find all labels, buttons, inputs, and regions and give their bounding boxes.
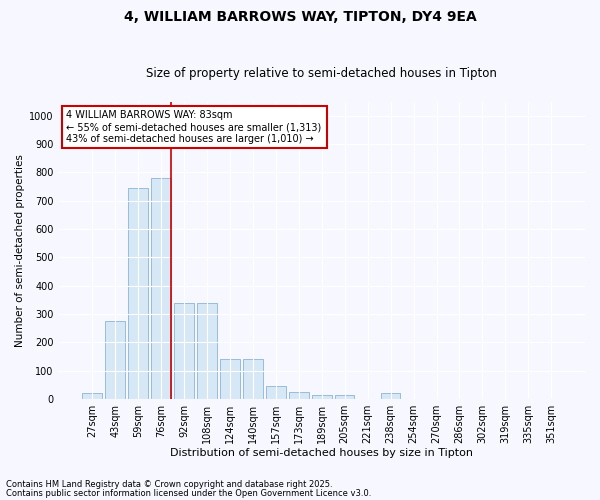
Bar	[335, 395, 355, 399]
Text: 4, WILLIAM BARROWS WAY, TIPTON, DY4 9EA: 4, WILLIAM BARROWS WAY, TIPTON, DY4 9EA	[124, 10, 476, 24]
Bar	[128, 188, 148, 399]
Bar	[381, 394, 400, 399]
Bar	[82, 394, 102, 399]
Bar	[197, 302, 217, 399]
Bar	[174, 302, 194, 399]
Bar	[289, 392, 308, 399]
Bar	[266, 386, 286, 399]
Text: Contains HM Land Registry data © Crown copyright and database right 2025.: Contains HM Land Registry data © Crown c…	[6, 480, 332, 489]
Bar	[312, 395, 332, 399]
Y-axis label: Number of semi-detached properties: Number of semi-detached properties	[15, 154, 25, 346]
X-axis label: Distribution of semi-detached houses by size in Tipton: Distribution of semi-detached houses by …	[170, 448, 473, 458]
Title: Size of property relative to semi-detached houses in Tipton: Size of property relative to semi-detach…	[146, 66, 497, 80]
Bar	[243, 360, 263, 399]
Bar	[106, 321, 125, 399]
Text: Contains public sector information licensed under the Open Government Licence v3: Contains public sector information licen…	[6, 488, 371, 498]
Bar	[151, 178, 171, 399]
Text: 4 WILLIAM BARROWS WAY: 83sqm
← 55% of semi-detached houses are smaller (1,313)
4: 4 WILLIAM BARROWS WAY: 83sqm ← 55% of se…	[67, 110, 322, 144]
Bar	[220, 360, 239, 399]
